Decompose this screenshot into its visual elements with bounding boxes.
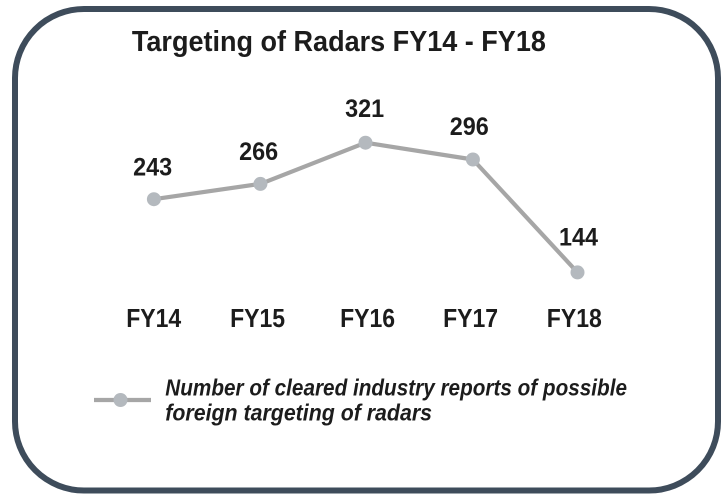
svg-text:FY16: FY16 xyxy=(340,303,395,333)
svg-text:321: 321 xyxy=(345,95,384,123)
svg-text:FY18: FY18 xyxy=(547,303,602,333)
svg-text:foreign targeting of radars: foreign targeting of radars xyxy=(165,400,432,426)
svg-text:FY15: FY15 xyxy=(230,303,285,333)
svg-text:FY14: FY14 xyxy=(126,303,181,333)
svg-text:243: 243 xyxy=(133,153,172,181)
svg-text:266: 266 xyxy=(239,138,278,166)
svg-text:296: 296 xyxy=(450,113,489,141)
svg-text:Targeting of Radars FY14 - FY1: Targeting of Radars FY14 - FY18 xyxy=(132,26,546,58)
svg-text:144: 144 xyxy=(559,223,598,251)
svg-text:Number of cleared industry rep: Number of cleared industry reports of po… xyxy=(165,375,627,401)
svg-text:FY17: FY17 xyxy=(443,303,498,333)
